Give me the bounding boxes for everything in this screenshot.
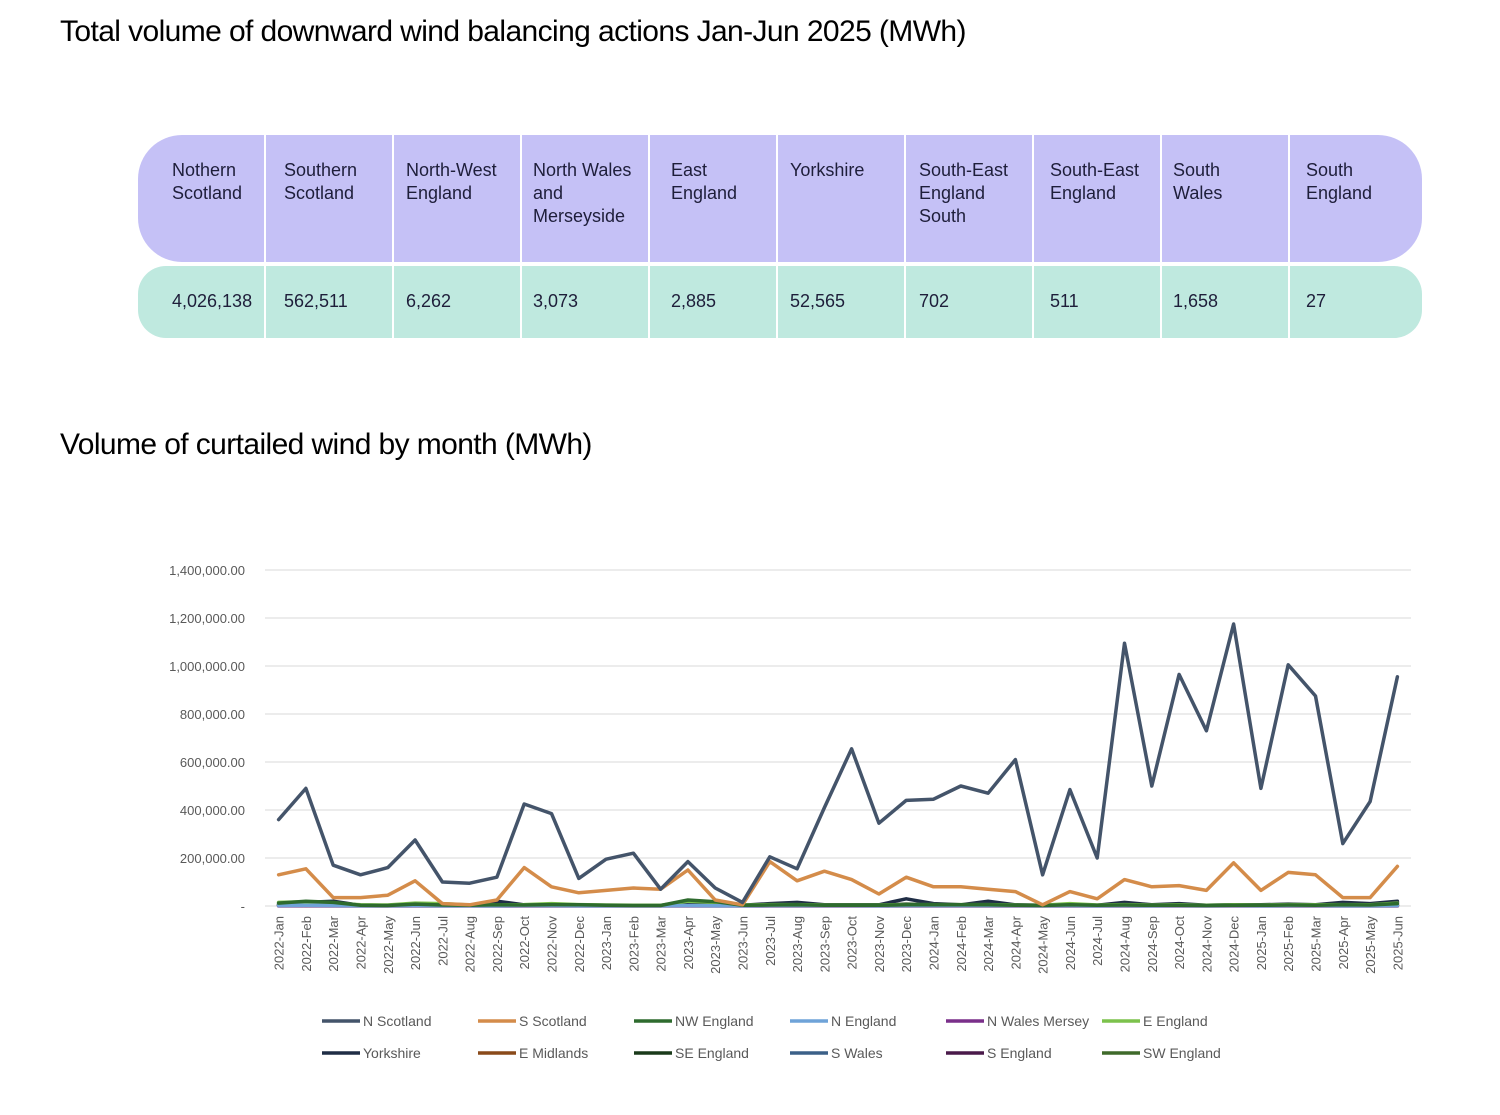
x-tick-label: 2022-Jul: [435, 916, 450, 966]
x-tick-label: 2025-Jan: [1254, 916, 1269, 970]
region-value-cell: 4,026,138: [138, 266, 266, 338]
x-tick-label: 2023-Apr: [681, 915, 696, 969]
legend-label: NW England: [675, 1013, 754, 1029]
x-tick-label: 2025-Feb: [1281, 916, 1296, 972]
region-value-row: 4,026,138 562,511 6,262 3,073 2,885 52,565 702…: [138, 266, 1422, 338]
x-tick-label: 2025-Jun: [1390, 916, 1405, 970]
x-tick-label: 2022-Nov: [545, 916, 560, 973]
region-name: South-East England: [1050, 160, 1140, 203]
x-tick-label: 2022-Aug: [463, 916, 478, 972]
x-tick-label: 2023-Nov: [872, 916, 887, 973]
region-name: South Wales: [1173, 160, 1223, 203]
series-line: [276, 622, 1400, 905]
x-tick-label: 2024-Jun: [1063, 916, 1078, 970]
x-tick-label: 2022-May: [381, 916, 396, 974]
y-tick-label: 1,400,000.00: [169, 563, 245, 578]
y-tick-label: 1,200,000.00: [169, 611, 245, 626]
x-tick-label: 2022-Feb: [299, 916, 314, 972]
chart-title: Volume of curtailed wind by month (MWh): [60, 428, 592, 461]
x-tick-label: 2023-Mar: [654, 915, 669, 971]
legend-label: E England: [1143, 1013, 1208, 1029]
legend-label: Yorkshire: [363, 1045, 421, 1061]
legend-label: N Wales Mersey: [987, 1013, 1089, 1029]
region-value-cell: 6,262: [394, 266, 522, 338]
region-header-cell: South Wales: [1162, 135, 1290, 262]
x-tick-label: 2022-Dec: [572, 916, 587, 973]
x-tick-label: 2024-Jan: [927, 916, 942, 970]
region-header-cell: Nothern Scotland: [138, 135, 266, 262]
legend-label: SW England: [1143, 1045, 1221, 1061]
region-header-cell: Southern Scotland: [266, 135, 394, 262]
x-tick-label: 2024-Sep: [1145, 916, 1160, 972]
x-tick-label: 2024-Dec: [1227, 916, 1242, 973]
region-value-cell: 562,511: [266, 266, 394, 338]
region-header-cell: Yorkshire: [778, 135, 906, 262]
x-tick-label: 2023-Oct: [845, 916, 860, 970]
region-name: Southern Scotland: [284, 160, 358, 203]
region-header-cell: North-West England: [394, 135, 522, 262]
region-header-cell: South-East England South: [906, 135, 1034, 262]
y-tick-label: 600,000.00: [180, 755, 245, 770]
region-name: North-West England: [406, 160, 497, 203]
legend-label: S England: [987, 1045, 1052, 1061]
x-tick-label: 2025-Apr: [1336, 915, 1351, 969]
x-tick-label: 2024-Aug: [1118, 916, 1133, 972]
x-tick-label: 2022-Jan: [272, 916, 287, 970]
x-tick-label: 2025-May: [1363, 916, 1378, 974]
region-name: South England: [1306, 160, 1373, 203]
legend-label: S Scotland: [519, 1013, 587, 1029]
region-header-cell: South England: [1290, 135, 1422, 262]
region-header-cell: North Wales and Merseyside: [522, 135, 650, 262]
legend-label: N Scotland: [363, 1013, 431, 1029]
region-value-cell: 52,565: [778, 266, 906, 338]
x-tick-label: 2023-Aug: [790, 916, 805, 972]
page-title: Total volume of downward wind balancing …: [60, 15, 966, 48]
x-tick-label: 2022-Mar: [326, 915, 341, 971]
series-line: [276, 859, 1400, 907]
x-tick-label: 2024-Oct: [1172, 916, 1187, 970]
x-tick-label: 2023-May: [708, 916, 723, 974]
x-tick-label: 2023-Dec: [899, 916, 914, 973]
x-tick-label: 2024-Feb: [954, 916, 969, 972]
x-tick-label: 2022-Oct: [517, 916, 532, 970]
region-name: North Wales and Merseyside: [533, 160, 632, 226]
region-header-row: Nothern Scotland Southern Scotland North-W…: [138, 135, 1422, 262]
y-tick-label: 200,000.00: [180, 851, 245, 866]
region-name: South-East England South: [919, 160, 1009, 226]
legend-label: E Midlands: [519, 1045, 588, 1061]
region-name: Yorkshire: [790, 160, 865, 180]
y-tick-label: 400,000.00: [180, 803, 245, 818]
x-tick-label: 2025-Mar: [1309, 915, 1324, 971]
legend-label: SE England: [675, 1045, 749, 1061]
x-tick-label: 2024-May: [1036, 916, 1051, 974]
y-tick-label: -: [241, 899, 245, 914]
region-name: East England: [671, 160, 738, 203]
region-header-cell: South-East England: [1034, 135, 1162, 262]
region-value-cell: 2,885: [650, 266, 778, 338]
x-tick-label: 2022-Jun: [408, 916, 423, 970]
region-value-cell: 702: [906, 266, 1034, 338]
x-tick-label: 2024-Nov: [1199, 916, 1214, 973]
x-tick-label: 2024-Mar: [981, 915, 996, 971]
region-name: Nothern Scotland: [172, 160, 243, 203]
region-value-cell: 27: [1306, 291, 1327, 311]
legend-label: S Wales: [831, 1045, 883, 1061]
x-tick-label: 2024-Apr: [1008, 915, 1023, 969]
x-tick-label: 2023-Feb: [626, 916, 641, 972]
region-value-cell: 511: [1034, 266, 1162, 338]
x-tick-label: 2023-Jul: [763, 916, 778, 966]
curtailed-wind-line-chart: - 200,000.00 400,000.00 600,000.00 800,000.0…: [169, 563, 1411, 1061]
region-value-cell: 1,658: [1162, 266, 1290, 338]
x-tick-label: 2022-Apr: [354, 915, 369, 969]
legend-label: N England: [831, 1013, 896, 1029]
region-value-cell: 3,073: [522, 266, 650, 338]
x-tick-label: 2024-Jul: [1090, 916, 1105, 966]
y-tick-label: 800,000.00: [180, 707, 245, 722]
region-header-cell: East England: [650, 135, 778, 262]
x-tick-label: 2023-Jun: [736, 916, 751, 970]
x-tick-label: 2023-Sep: [817, 916, 832, 972]
x-tick-label: 2022-Sep: [490, 916, 505, 972]
y-tick-label: 1,000,000.00: [169, 659, 245, 674]
x-tick-label: 2023-Jan: [599, 916, 614, 970]
